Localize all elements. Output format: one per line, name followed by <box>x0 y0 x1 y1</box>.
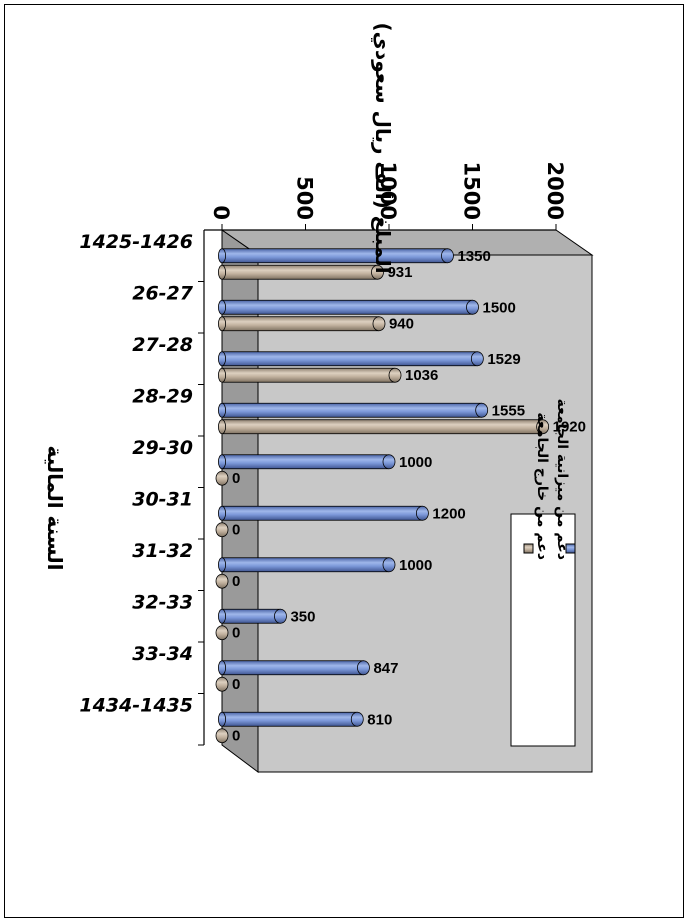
secondary-bar <box>215 522 229 538</box>
secondary-bar <box>217 264 384 280</box>
secondary-bar <box>215 676 229 692</box>
primary-bar <box>217 299 479 315</box>
primary-value-label: 1000 <box>399 454 432 471</box>
primary-value-label: 1200 <box>432 505 465 522</box>
legend-box <box>510 513 576 747</box>
primary-bar <box>217 505 429 521</box>
secondary-bar <box>215 728 229 744</box>
primary-bar <box>217 351 484 367</box>
legend: دعم من ميزانية الجامعة دعم من خارج الجام… <box>510 399 576 747</box>
primary-bar <box>217 608 287 624</box>
category-label: 29-30 <box>132 437 193 459</box>
secondary-bar <box>217 419 550 435</box>
legend-swatch-primary <box>565 543 576 554</box>
secondary-value-label: 1920 <box>553 419 586 436</box>
secondary-value-label: 1036 <box>405 367 438 384</box>
category-label: 31-32 <box>132 540 193 562</box>
secondary-value-label: 0 <box>232 470 240 487</box>
value-tick-label: 0 <box>209 205 233 220</box>
category-label: 30-31 <box>132 488 193 510</box>
secondary-bar <box>217 367 402 383</box>
secondary-value-label: 0 <box>232 625 240 642</box>
secondary-value-label: 0 <box>232 728 240 745</box>
secondary-value-label: 0 <box>232 522 240 539</box>
secondary-bar <box>215 470 229 486</box>
secondary-value-label: 0 <box>232 573 240 590</box>
primary-bar <box>217 454 396 470</box>
secondary-bar <box>215 573 229 589</box>
secondary-bar <box>215 625 229 641</box>
primary-value-label: 810 <box>367 711 392 728</box>
secondary-value-label: 940 <box>389 316 414 333</box>
value-tick-label: 1000 <box>376 162 400 220</box>
category-label: 33-34 <box>132 643 193 665</box>
category-label: 27-28 <box>132 334 193 356</box>
primary-bar <box>217 660 370 676</box>
primary-bar <box>217 711 364 727</box>
value-tick-label: 1500 <box>460 162 484 220</box>
primary-value-label: 1000 <box>399 557 432 574</box>
primary-bar <box>217 248 454 264</box>
secondary-value-label: 0 <box>232 676 240 693</box>
category-label: 1425-1426 <box>79 231 193 253</box>
primary-value-label: 1529 <box>487 351 520 368</box>
secondary-value-label: 931 <box>387 264 412 281</box>
category-label: 1434-1435 <box>79 694 193 716</box>
primary-value-label: 1555 <box>492 402 525 419</box>
legend-swatch-secondary <box>523 543 534 554</box>
secondary-bar <box>217 316 386 332</box>
category-label: 28-29 <box>132 385 193 407</box>
primary-value-label: 350 <box>290 608 315 625</box>
primary-value-label: 1500 <box>483 299 516 316</box>
category-label: 32-33 <box>132 591 193 613</box>
value-tick-label: 500 <box>293 176 317 220</box>
legend-label-primary: دعم من ميزانية الجامعة <box>554 399 570 560</box>
legend-label-secondary: دعم من خارج الجامعة <box>534 412 550 560</box>
category-axis-title: السنة المالية <box>43 445 67 570</box>
primary-bar <box>217 402 489 418</box>
category-label: 26-27 <box>132 282 194 304</box>
value-tick-label: 2000 <box>543 162 567 220</box>
primary-bar <box>217 557 396 573</box>
primary-value-label: 847 <box>373 660 398 677</box>
primary-value-label: 1350 <box>457 248 490 265</box>
value-axis-title: المبلغ (ألف ريال سعودي) <box>370 22 397 273</box>
